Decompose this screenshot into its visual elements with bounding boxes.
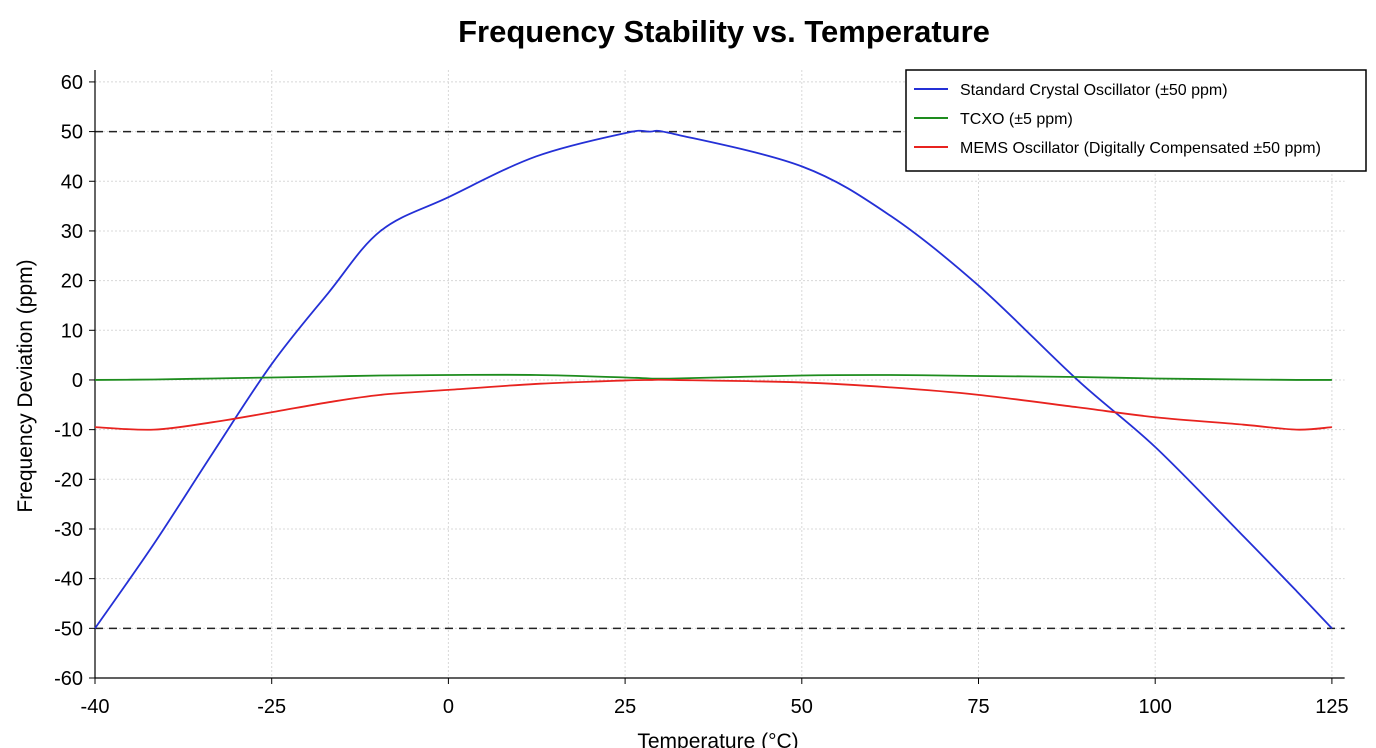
y-tick-label: -30 xyxy=(54,519,83,541)
legend-box xyxy=(905,69,1367,172)
x-tick-label: 25 xyxy=(614,696,636,718)
x-tick-label: -25 xyxy=(257,696,286,718)
y-tick-label: -60 xyxy=(54,668,83,690)
y-tick-label: 60 xyxy=(61,72,83,94)
x-tick-label: -40 xyxy=(81,696,110,718)
y-tick-label: 50 xyxy=(61,122,83,144)
y-tick-label: 40 xyxy=(61,171,83,193)
y-tick-label: -10 xyxy=(54,420,83,442)
series-line xyxy=(94,373,1332,381)
x-tick-label: 50 xyxy=(791,696,813,718)
y-tick-label: -40 xyxy=(54,569,83,591)
legend-label: Standard Crystal Oscillator (±50 ppm) xyxy=(960,82,1228,99)
x-tick-label: 100 xyxy=(1139,696,1172,718)
y-tick-label: 0 xyxy=(72,370,83,392)
y-tick-label: 30 xyxy=(61,221,83,243)
x-axis-label: Temperature (°C) xyxy=(637,730,798,748)
series-line xyxy=(94,378,1332,431)
series-line xyxy=(94,129,1333,629)
x-tick-label: 125 xyxy=(1315,696,1348,718)
y-tick-label: 20 xyxy=(61,271,83,293)
y-tick-label: -20 xyxy=(54,469,83,491)
y-axis-label: Frequency Deviation (ppm) xyxy=(14,259,37,512)
x-tick-label: 75 xyxy=(967,696,989,718)
y-tick-label: 10 xyxy=(61,320,83,342)
legend-label: MEMS Oscillator (Digitally Compensated ±… xyxy=(960,140,1321,157)
legend-label: TCXO (±5 ppm) xyxy=(960,111,1073,128)
y-tick-label: -50 xyxy=(54,618,83,640)
x-tick-label: 0 xyxy=(443,696,454,718)
chart-title: Frequency Stability vs. Temperature xyxy=(458,14,990,49)
